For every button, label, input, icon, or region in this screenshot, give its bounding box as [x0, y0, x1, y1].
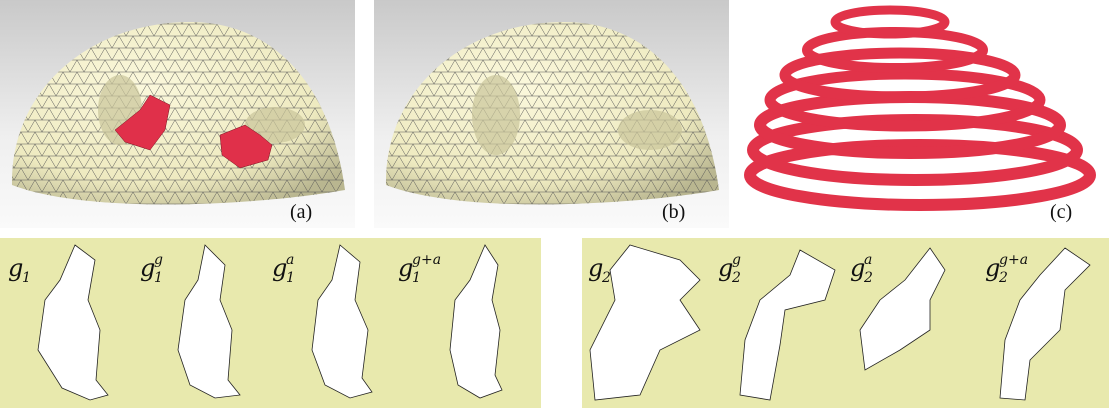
panel-a: (a) [0, 0, 355, 228]
panel-c: (c) [750, 10, 1090, 223]
symbol-sub: 2 [731, 270, 741, 286]
symbol-sup: g [732, 252, 741, 268]
symbol-sub: 2 [998, 270, 1008, 286]
panel-b: (b) [374, 0, 729, 228]
strip-2 [582, 238, 1109, 408]
figure: (a) (b) (c) g1g1gg1ag1g+ag2g [0, 0, 1109, 408]
panel-label: (b) [662, 201, 685, 223]
dent [618, 110, 682, 150]
symbol-sup: a [286, 252, 294, 268]
band [835, 10, 945, 34]
symbol-sup: g [154, 252, 163, 268]
symbol-sub: 1 [22, 270, 31, 286]
symbol-sub: 1 [286, 270, 295, 286]
dent [472, 75, 520, 155]
symbol-sub: 2 [601, 270, 611, 286]
symbol-sub: 1 [412, 270, 421, 286]
symbol-sup: a [864, 252, 872, 268]
symbol-sup: g+a [412, 252, 441, 268]
symbol-sup: g+a [999, 252, 1028, 268]
panel-label: (a) [290, 201, 312, 223]
panel-label: (c) [1050, 201, 1072, 223]
symbol-sub: 1 [154, 270, 163, 286]
symbol-sub: 2 [863, 270, 873, 286]
strip-1 [0, 238, 541, 408]
